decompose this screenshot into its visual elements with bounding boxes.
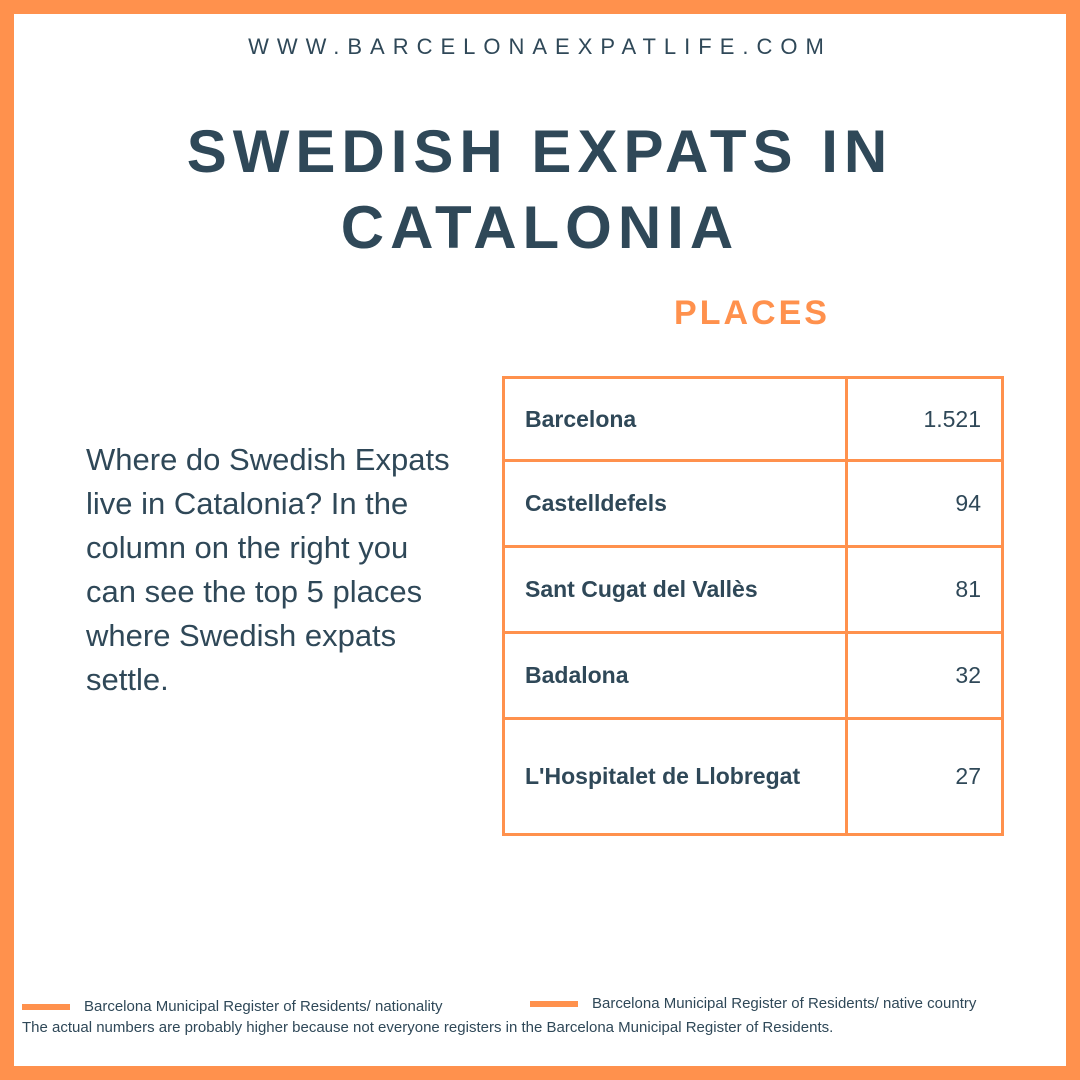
legend-label: Barcelona Municipal Register of Resident… [592,995,977,1012]
place-count: 32 [845,631,1004,720]
legend-swatch [530,1000,578,1007]
legend: Barcelona Municipal Register of Resident… [22,993,1062,1019]
table-row: Badalona 32 [502,631,1004,720]
intro-text: Where do Swedish Expats live in Cataloni… [86,442,450,697]
place-name: Badalona [502,631,848,720]
table-row: Sant Cugat del Vallès 81 [502,545,1004,634]
place-name: Barcelona [502,376,848,462]
table-row: L'Hospitalet de Llobregat 27 [502,717,1004,836]
legend-item-native-country: Barcelona Municipal Register of Resident… [530,995,976,1012]
place-count: 94 [845,459,1004,548]
legend-label: Barcelona Municipal Register of Resident… [84,998,443,1015]
page-title: SWEDISH EXPATS IN CATALONIA [186,118,894,261]
legend-item-nationality: Barcelona Municipal Register of Resident… [22,998,443,1015]
place-count: 1.521 [845,376,1004,462]
footnote: The actual numbers are probably higher b… [22,1019,834,1036]
place-count: 27 [845,717,1004,836]
place-name: Castelldefels [502,459,848,548]
table-row: Castelldefels 94 [502,459,1004,548]
site-url: WWW.BARCELONAEXPATLIFE.COM [248,34,832,59]
legend-swatch [22,1003,70,1010]
places-table: Barcelona 1.521 Castelldefels 94 Sant Cu… [502,376,1004,836]
place-count: 81 [845,545,1004,634]
places-heading: PLACES [674,294,830,332]
place-name: L'Hospitalet de Llobregat [502,717,848,836]
footer: Barcelona Municipal Register of Resident… [22,993,1062,1036]
place-name: Sant Cugat del Vallès [502,545,848,634]
table-row: Barcelona 1.521 [502,376,1004,462]
